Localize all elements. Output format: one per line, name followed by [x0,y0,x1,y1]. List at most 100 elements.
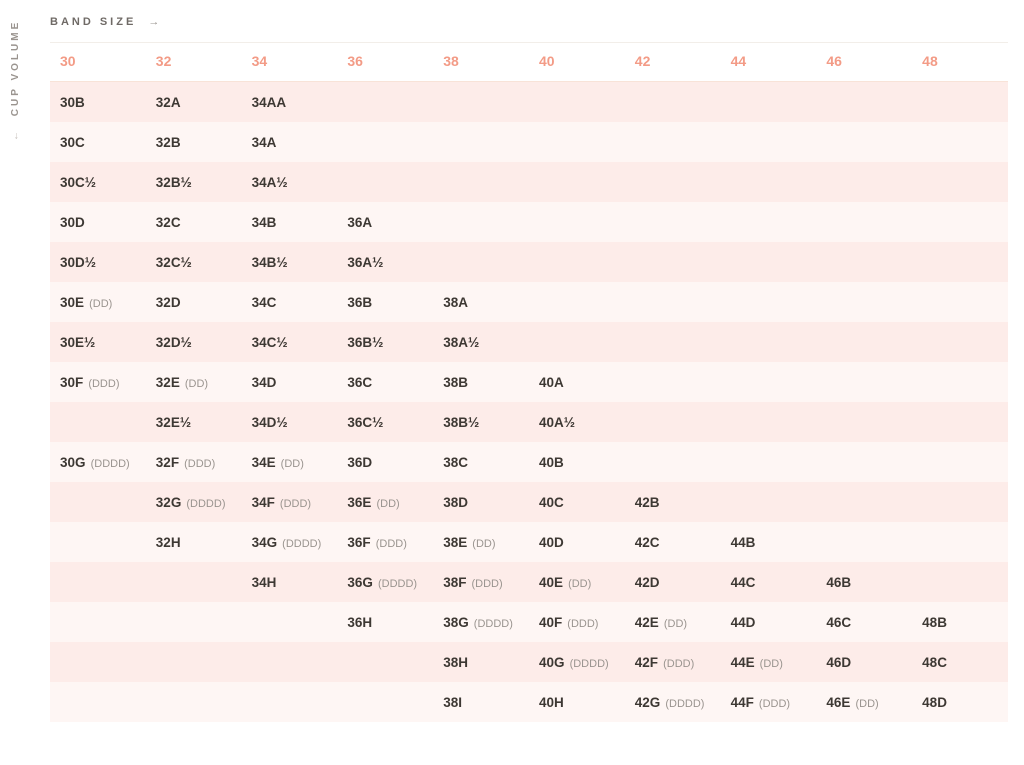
size-main: 36H [347,615,372,630]
size-sub: (DDD) [85,378,119,390]
size-cell: 30E (DD) [50,282,146,322]
size-sub: (DD) [182,378,208,390]
size-cell: 36E (DD) [337,482,433,522]
size-cell [433,242,529,282]
column-header: 48 [912,43,1008,82]
size-cell: 32B½ [146,162,242,202]
size-cell [529,82,625,123]
size-cell [625,282,721,322]
size-cell: 42D [625,562,721,602]
table-row: 36H38G (DDDD)40F (DDD)42E (DD)44D46C48B [50,602,1008,642]
size-sub: (DDDD) [375,578,417,590]
size-cell: 34F (DDD) [242,482,338,522]
size-main: 38F [443,575,466,590]
size-cell [912,562,1008,602]
table-row: 38I40H42G (DDDD)44F (DDD)46E (DD)48D [50,682,1008,722]
size-cell: 32E½ [146,402,242,442]
size-sub: (DD) [565,578,591,590]
size-cell [816,362,912,402]
table-row: 30E½32D½34C½36B½38A½ [50,322,1008,362]
size-cell: 42G (DDDD) [625,682,721,722]
size-sub: (DDD) [181,458,215,470]
size-main: 34B½ [252,255,288,270]
size-cell [912,282,1008,322]
size-sub: (DD) [469,538,495,550]
table-row: 32E½34D½36C½38B½40A½ [50,402,1008,442]
size-main: 44C [731,575,756,590]
size-cell [912,82,1008,123]
size-main: 34D [252,375,277,390]
size-cell [721,402,817,442]
size-cell [912,162,1008,202]
size-main: 32C½ [156,255,192,270]
table-row: 30C½32B½34A½ [50,162,1008,202]
size-cell: 30G (DDDD) [50,442,146,482]
size-sub: (DDD) [756,698,790,710]
size-main: 32B½ [156,175,192,190]
column-header: 46 [816,43,912,82]
size-main: 30F [60,375,83,390]
table-row: 30D32C34B36A [50,202,1008,242]
size-cell: 38E (DD) [433,522,529,562]
table-row: 32G (DDDD)34F (DDD)36E (DD)38D40C42B [50,482,1008,522]
size-cell: 36H [337,602,433,642]
size-cell: 38A [433,282,529,322]
size-main: 36E [347,495,371,510]
size-cell: 40C [529,482,625,522]
size-cell [337,82,433,123]
size-sub: (DD) [373,498,399,510]
table-row: 30D½32C½34B½36A½ [50,242,1008,282]
size-sub: (DDDD) [567,658,609,670]
size-cell: 30B [50,82,146,123]
size-cell: 40A [529,362,625,402]
size-cell [625,402,721,442]
size-cell [146,642,242,682]
size-cell: 34H [242,562,338,602]
size-cell [912,402,1008,442]
table-header: 30323436384042444648 [50,43,1008,82]
size-main: 46E [826,695,850,710]
size-main: 48D [922,695,947,710]
size-cell [50,602,146,642]
size-cell [816,322,912,362]
size-cell [816,402,912,442]
size-main: 34G [252,535,278,550]
size-cell: 32B [146,122,242,162]
size-main: 42F [635,655,658,670]
size-main: 32B [156,135,181,150]
size-cell [242,602,338,642]
size-main: 38B½ [443,415,479,430]
size-main: 34C [252,295,277,310]
size-sub: (DDD) [564,618,598,630]
size-cell [625,162,721,202]
size-sub: (DDDD) [279,538,321,550]
size-cell: 32E (DD) [146,362,242,402]
size-cell [529,242,625,282]
size-cell: 40E (DD) [529,562,625,602]
size-cell [912,202,1008,242]
size-main: 34AA [252,95,287,110]
size-cell [242,642,338,682]
size-main: 42B [635,495,660,510]
column-header: 32 [146,43,242,82]
size-main: 44E [731,655,755,670]
size-cell [816,482,912,522]
size-cell: 34C [242,282,338,322]
size-cell: 38I [433,682,529,722]
cup-volume-text: CUP VOLUME [10,20,21,117]
size-main: 38B [443,375,468,390]
size-main: 34A [252,135,277,150]
size-main: 30E [60,295,84,310]
table-row: 32H34G (DDDD)36F (DDD)38E (DD)40D42C44B [50,522,1008,562]
size-main: 40F [539,615,562,630]
size-cell [337,162,433,202]
arrow-down-icon: ← [10,128,21,141]
size-cell: 34C½ [242,322,338,362]
size-sub: (DD) [661,618,687,630]
size-cell: 36G (DDDD) [337,562,433,602]
size-cell: 34E (DD) [242,442,338,482]
size-cell: 30C½ [50,162,146,202]
size-main: 34E [252,455,276,470]
size-main: 46D [826,655,851,670]
size-main: 32A [156,95,181,110]
